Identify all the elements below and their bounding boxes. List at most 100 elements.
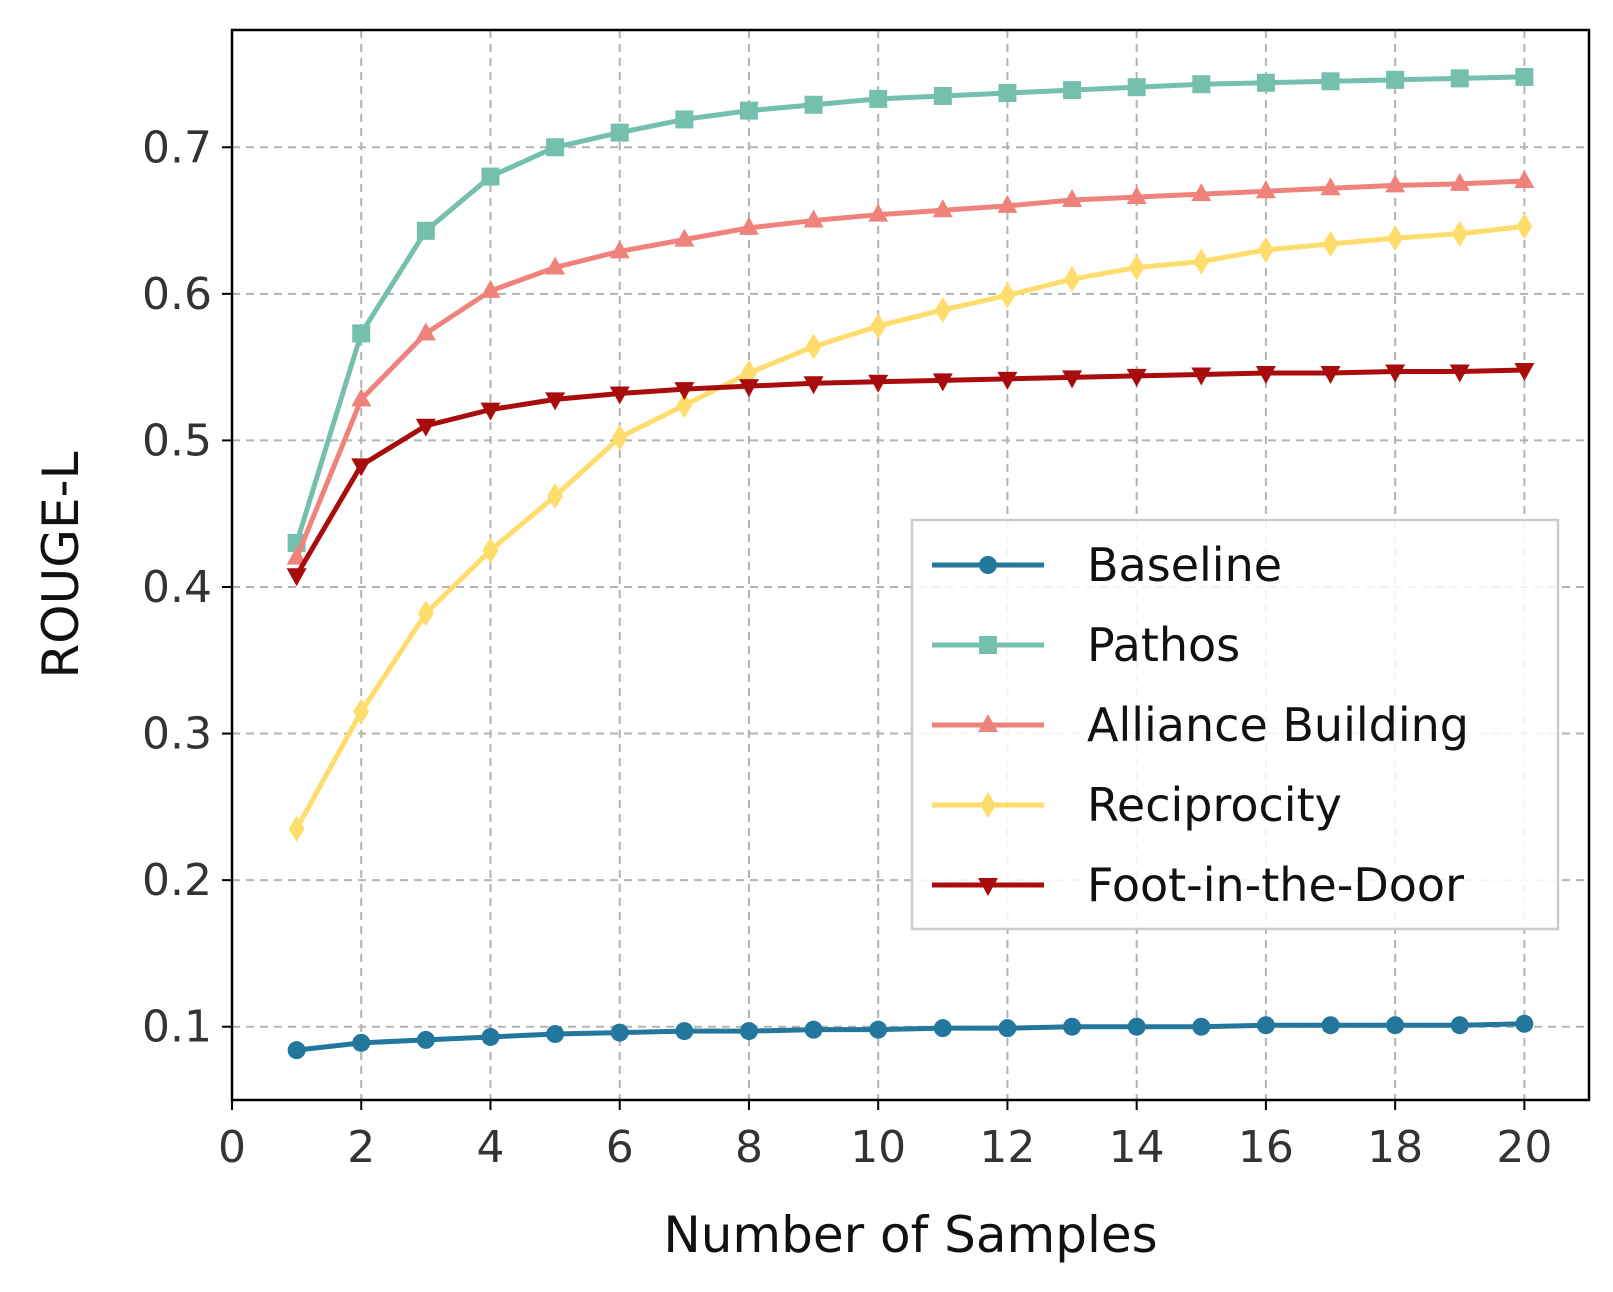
legend-item-baseline: Baseline bbox=[932, 538, 1282, 592]
data-point-baseline bbox=[416, 1030, 435, 1049]
data-point-baseline bbox=[1192, 1017, 1211, 1036]
axis-ticks: 0 2 4 6 8 10 12 14 16 18 20 0.1 0.2 0.3 0.4 0.5 0.6 0.7 bbox=[142, 122, 1552, 1173]
data-point-reciprocity bbox=[934, 296, 951, 323]
data-point-reciprocity bbox=[1128, 254, 1145, 281]
y-tick-label: 0.6 bbox=[142, 269, 212, 320]
data-point-reciprocity bbox=[870, 313, 887, 340]
data-point-foot-in-the-door bbox=[1126, 368, 1147, 387]
data-point-alliance-building bbox=[803, 209, 824, 228]
data-point-foot-in-the-door bbox=[1514, 363, 1535, 382]
data-point-pathos bbox=[546, 138, 565, 157]
data-point-alliance-building bbox=[997, 194, 1018, 213]
series-line-foot-in-the-door bbox=[294, 367, 1525, 577]
y-tick-label: 0.2 bbox=[142, 855, 212, 906]
data-point-reciprocity bbox=[676, 392, 693, 419]
data-point-foot-in-the-door bbox=[609, 386, 630, 405]
legend-label: Pathos bbox=[1087, 618, 1240, 672]
data-point-baseline bbox=[1515, 1014, 1534, 1033]
data-point-foot-in-the-door bbox=[803, 376, 824, 395]
x-tick-label: 4 bbox=[476, 1122, 504, 1173]
data-point-baseline bbox=[998, 1019, 1017, 1038]
data-point-alliance-building bbox=[868, 203, 889, 222]
data-point-reciprocity bbox=[805, 333, 822, 360]
data-point-alliance-building bbox=[738, 216, 759, 235]
data-point-baseline bbox=[1063, 1017, 1082, 1036]
data-point-pathos bbox=[1450, 69, 1469, 88]
x-tick-label: 12 bbox=[979, 1122, 1035, 1173]
data-point-baseline bbox=[1321, 1016, 1340, 1035]
legend-swatch-marker bbox=[979, 636, 997, 654]
series-layer bbox=[286, 67, 1535, 1060]
x-tick-label: 20 bbox=[1496, 1122, 1552, 1173]
data-point-pathos bbox=[416, 221, 435, 240]
data-point-pathos bbox=[1515, 67, 1534, 86]
y-tick-label: 0.7 bbox=[142, 122, 212, 173]
x-axis-title: Number of Samples bbox=[663, 1206, 1157, 1264]
legend-label: Alliance Building bbox=[1087, 698, 1469, 752]
data-point-alliance-building bbox=[1126, 186, 1147, 205]
data-point-pathos bbox=[1321, 72, 1340, 91]
y-tick-label: 0.3 bbox=[142, 709, 212, 760]
data-point-pathos bbox=[933, 86, 952, 105]
data-point-baseline bbox=[481, 1027, 500, 1046]
data-point-baseline bbox=[1386, 1016, 1405, 1035]
data-point-baseline bbox=[675, 1022, 694, 1041]
data-point-foot-in-the-door bbox=[286, 568, 307, 587]
data-point-foot-in-the-door bbox=[997, 371, 1018, 390]
data-point-foot-in-the-door bbox=[480, 402, 501, 421]
data-point-foot-in-the-door bbox=[1385, 364, 1406, 383]
series-baseline bbox=[287, 1014, 1534, 1060]
data-point-foot-in-the-door bbox=[351, 458, 372, 477]
legend-label: Foot-in-the-Door bbox=[1087, 858, 1464, 912]
data-point-pathos bbox=[1063, 81, 1082, 100]
x-tick-label: 8 bbox=[735, 1122, 763, 1173]
data-point-pathos bbox=[1256, 73, 1275, 92]
data-point-baseline bbox=[869, 1020, 888, 1039]
data-point-baseline bbox=[933, 1019, 952, 1038]
x-tick-label: 14 bbox=[1109, 1122, 1165, 1173]
data-point-reciprocity bbox=[482, 537, 499, 564]
series-foot-in-the-door bbox=[286, 363, 1535, 587]
data-point-reciprocity bbox=[611, 424, 628, 451]
data-point-pathos bbox=[1127, 78, 1146, 97]
legend: Baseline Pathos Alliance Building Reciproci… bbox=[910, 518, 1560, 931]
data-point-reciprocity bbox=[547, 483, 564, 510]
legend-label: Baseline bbox=[1087, 538, 1282, 592]
legend-item-alliance-building: Alliance Building bbox=[932, 698, 1469, 752]
data-point-pathos bbox=[481, 167, 500, 186]
series-line-alliance-building bbox=[294, 178, 1525, 559]
data-point-baseline bbox=[352, 1033, 371, 1052]
legend-item-pathos: Pathos bbox=[932, 618, 1240, 672]
data-point-pathos bbox=[1192, 75, 1211, 94]
data-point-foot-in-the-door bbox=[674, 382, 695, 401]
data-point-foot-in-the-door bbox=[545, 392, 566, 411]
legend-swatch-marker bbox=[979, 556, 997, 574]
data-point-reciprocity bbox=[1193, 248, 1210, 275]
legend-swatch-marker bbox=[980, 792, 996, 818]
data-point-alliance-building bbox=[286, 546, 307, 565]
legend-label: Reciprocity bbox=[1087, 778, 1342, 832]
data-point-baseline bbox=[546, 1025, 565, 1044]
data-point-reciprocity bbox=[1451, 220, 1468, 247]
data-point-reciprocity bbox=[417, 600, 434, 627]
legend-swatch-marker bbox=[978, 714, 998, 732]
data-point-foot-in-the-door bbox=[738, 379, 759, 398]
data-point-foot-in-the-door bbox=[415, 418, 436, 437]
data-point-pathos bbox=[869, 89, 888, 108]
data-point-foot-in-the-door bbox=[1449, 364, 1470, 383]
data-point-baseline bbox=[1256, 1016, 1275, 1035]
data-point-foot-in-the-door bbox=[1255, 365, 1276, 384]
data-point-alliance-building bbox=[932, 199, 953, 218]
legend-item-reciprocity: Reciprocity bbox=[932, 778, 1342, 832]
data-point-reciprocity bbox=[288, 815, 305, 842]
data-point-baseline bbox=[1450, 1016, 1469, 1035]
data-point-baseline bbox=[739, 1022, 758, 1041]
data-point-alliance-building bbox=[351, 388, 372, 407]
data-point-pathos bbox=[352, 324, 371, 343]
data-point-alliance-building bbox=[1320, 177, 1341, 196]
data-point-reciprocity bbox=[1387, 225, 1404, 252]
data-point-alliance-building bbox=[480, 279, 501, 298]
data-point-baseline bbox=[287, 1041, 306, 1060]
data-point-alliance-building bbox=[545, 256, 566, 275]
